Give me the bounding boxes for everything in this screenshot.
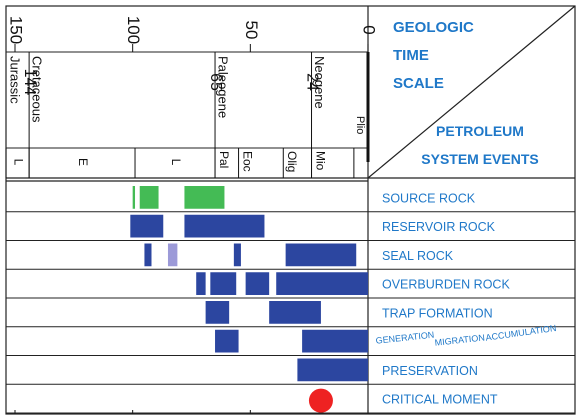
event-bar <box>184 214 265 238</box>
event-row: OVERBURDEN ROCK <box>6 272 575 299</box>
event-row: GENERATION MIGRATION ACCUMULATION <box>6 323 575 356</box>
critical-moment-marker <box>308 388 333 413</box>
period-label: Neogene <box>312 56 327 109</box>
chart-grid <box>5 5 576 415</box>
event-bar <box>233 243 241 267</box>
event-label: TRAP FORMATION <box>382 306 493 320</box>
event-bar <box>245 272 270 295</box>
epoch-label: Mio <box>313 151 327 171</box>
chart-title: GEOLOGIC TIME SCALE PETROLEUM SYSTEM EVENTS <box>393 19 539 167</box>
title-line: TIME <box>393 47 429 64</box>
time-scale-header: 150 100 50 0 144 65 24 Jurassic Cretaceous Paleog… <box>5 16 379 178</box>
event-bar <box>210 272 237 295</box>
event-bar <box>302 329 368 353</box>
epoch-label: Olig <box>285 151 299 172</box>
event-bar <box>132 186 136 209</box>
title-diagonal <box>367 5 576 179</box>
subtitle-line: SYSTEM EVENTS <box>421 151 538 167</box>
axis-tick-label: 150 <box>7 16 26 44</box>
epoch-label: Eoc <box>240 151 254 172</box>
period-label: Paleogene <box>216 56 231 118</box>
event-bar <box>205 301 230 324</box>
event-bar <box>130 214 164 238</box>
title-line: GEOLOGIC <box>393 19 474 36</box>
event-label: RESERVOIR ROCK <box>382 220 496 234</box>
outer-frame <box>5 5 576 415</box>
epoch-label: Pal <box>217 151 231 168</box>
event-label-word: GENERATION <box>375 330 435 346</box>
event-label: SOURCE ROCK <box>382 191 476 205</box>
event-label: CRITICAL MOMENT <box>382 393 498 407</box>
axis-tick-label: 100 <box>124 16 143 44</box>
event-bar <box>297 358 368 382</box>
event-row: SEAL ROCK <box>6 243 575 270</box>
period-label: Jurassic <box>8 56 23 104</box>
epoch-label: L <box>11 159 25 166</box>
event-label-word: ACCUMULATION <box>485 323 557 343</box>
event-row: RESERVOIR ROCK <box>6 214 575 241</box>
title-line: SCALE <box>393 75 444 92</box>
event-bar <box>196 272 206 295</box>
event-bar <box>276 272 368 295</box>
boundary-age-label: 144 <box>21 69 38 96</box>
event-row: PRESERVATION <box>6 358 575 385</box>
event-label: SEAL ROCK <box>382 249 454 263</box>
boundary-age-label: 65 <box>207 73 224 91</box>
event-row: CRITICAL MOMENT <box>6 388 575 414</box>
event-bar <box>285 243 357 267</box>
subtitle-line: PETROLEUM <box>436 123 524 139</box>
epoch-label: E <box>76 158 90 166</box>
event-label-word: MIGRATION <box>434 333 485 348</box>
event-label: OVERBURDEN ROCK <box>382 278 510 292</box>
axis-tick-label: 50 <box>242 21 261 40</box>
event-row: SOURCE ROCK <box>6 186 575 213</box>
event-bar <box>184 186 225 209</box>
event-rows: SOURCE ROCK RESERVOIR ROCK SEAL ROCK OVERBU… <box>6 186 575 414</box>
event-bar <box>269 301 321 324</box>
period-label: Cretaceous <box>30 56 45 123</box>
event-bar <box>167 243 178 267</box>
event-bar <box>139 186 159 209</box>
event-bar <box>144 243 152 267</box>
event-label: PRESERVATION <box>382 364 478 378</box>
epoch-label: L <box>169 159 183 166</box>
event-bar <box>215 329 239 353</box>
period-label: Plio <box>354 116 366 134</box>
boundary-age-label: 24 <box>303 73 320 91</box>
event-row: TRAP FORMATION <box>6 301 575 328</box>
axis-tick-label: 0 <box>360 25 379 34</box>
